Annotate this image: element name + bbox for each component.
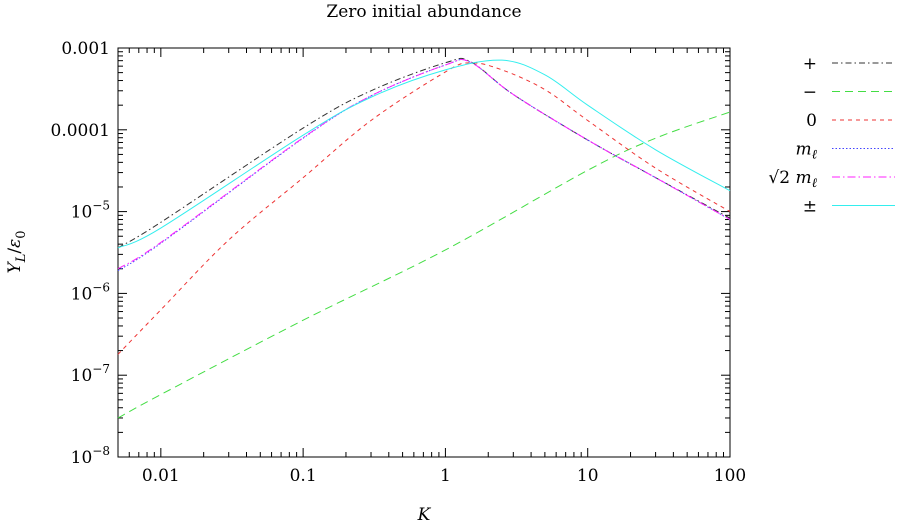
legend-label: − <box>803 83 817 103</box>
x-tick-label: 100 <box>714 466 746 486</box>
x-tick-label: 10 <box>577 466 599 486</box>
y-tick-label: 10−6 <box>71 280 110 304</box>
legend-label: mℓ <box>795 140 817 163</box>
legend-label: + <box>803 54 817 74</box>
axes: 0.01 0.1 1 10 100 0.001 0.0001 10−5 10−6 10−7 10−8 <box>51 39 747 486</box>
y-label-part: L <box>14 254 29 264</box>
y-tick-label: 0.0001 <box>51 121 110 141</box>
y-tick-label: 10−8 <box>71 444 110 468</box>
series-line-2 <box>117 62 731 355</box>
legend-label: ± <box>803 197 817 217</box>
x-axis-label: K <box>417 505 432 524</box>
series-line-3 <box>117 58 731 272</box>
x-tick-label: 1 <box>440 466 451 486</box>
svg-text:YL/ε0: YL/ε0 <box>5 230 29 273</box>
y-tick-label: 10−7 <box>71 362 110 386</box>
legend-label-sub: ℓ <box>812 176 818 191</box>
legend-label-prefix: √2 <box>768 168 795 188</box>
legend-label-sub: ℓ <box>812 148 818 163</box>
y-tick-label: 0.001 <box>61 39 110 59</box>
legend-label: √2 mℓ <box>768 168 817 191</box>
y-axis-label: YL/ε0 <box>5 230 29 273</box>
y-tick-exponent: −8 <box>92 444 110 458</box>
y-label-part: 0 <box>14 230 29 238</box>
chart-title: Zero initial abundance <box>326 2 521 22</box>
series-line-5 <box>117 59 731 249</box>
series-line-4 <box>117 58 731 270</box>
plot-frame <box>117 47 731 458</box>
y-tick-exponent: −7 <box>92 362 110 376</box>
x-tick-label: 0.1 <box>290 466 317 486</box>
series-lines <box>117 57 731 419</box>
y-tick-exponent: −5 <box>92 199 110 213</box>
y-tick-exponent: −6 <box>92 280 110 294</box>
y-label-part: ε <box>5 239 25 248</box>
x-tick-label: 0.01 <box>142 466 180 486</box>
legend-label: 0 <box>806 111 817 131</box>
y-tick-label: 10−5 <box>71 199 110 223</box>
y-label-part: Y <box>5 261 25 274</box>
legend: +−0mℓ√2 mℓ± <box>768 54 895 217</box>
legend-label-m: m <box>795 168 811 188</box>
series-line-0 <box>117 57 731 249</box>
y-label-part: / <box>5 248 25 254</box>
series-line-1 <box>117 111 731 419</box>
legend-label-m: m <box>795 140 811 160</box>
